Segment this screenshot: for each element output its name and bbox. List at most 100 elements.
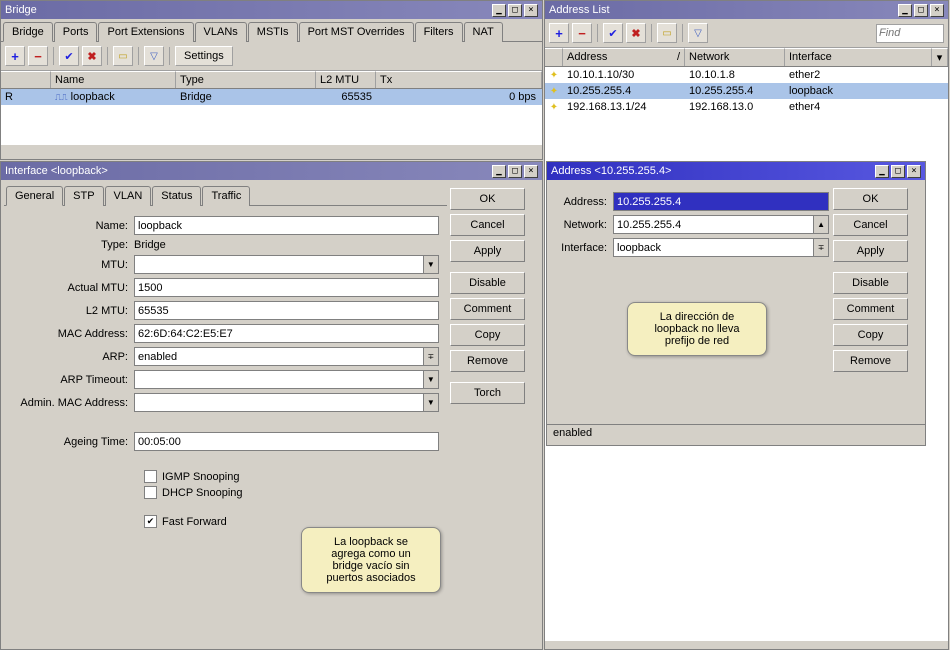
ok-button[interactable]: OK xyxy=(450,188,525,210)
separator xyxy=(138,47,139,65)
name-field[interactable] xyxy=(134,216,439,235)
comment-button[interactable]: ▭ xyxy=(657,23,677,43)
col-tx[interactable]: Tx xyxy=(376,71,542,88)
disable-button[interactable]: ✖ xyxy=(626,23,646,43)
remove-button[interactable]: Remove xyxy=(833,350,908,372)
table-row[interactable]: ✦ 10.10.1.10/30 10.10.1.8 ether2 xyxy=(545,67,948,83)
tab-ports[interactable]: Ports xyxy=(54,22,98,42)
chevron-down-icon[interactable]: ∓ xyxy=(424,347,439,366)
minimize-icon[interactable]: ▁ xyxy=(875,165,889,178)
amtu-field[interactable] xyxy=(134,278,439,297)
disable-button[interactable]: ✖ xyxy=(82,46,102,66)
table-row[interactable]: R ⎍⎍ loopback Bridge 65535 0 bps xyxy=(1,89,542,105)
check-icon: ✔ xyxy=(608,27,617,40)
col-address[interactable]: Address/ xyxy=(563,48,685,66)
col-type[interactable]: Type xyxy=(176,71,316,88)
close-icon[interactable]: × xyxy=(907,165,921,178)
tab-mstis[interactable]: MSTIs xyxy=(248,22,298,42)
minimize-icon[interactable]: ▁ xyxy=(492,4,506,17)
close-icon[interactable]: × xyxy=(524,165,538,178)
copy-button[interactable]: Copy xyxy=(450,324,525,346)
enable-button[interactable]: ✔ xyxy=(59,46,79,66)
cancel-button[interactable]: Cancel xyxy=(833,214,908,236)
comment-button[interactable]: Comment xyxy=(833,298,908,320)
maximize-icon[interactable]: □ xyxy=(508,4,522,17)
close-icon[interactable]: × xyxy=(524,4,538,17)
age-field[interactable] xyxy=(134,432,439,451)
apply-button[interactable]: Apply xyxy=(833,240,908,262)
iface-tooltip: La loopback se agrega como un bridge vac… xyxy=(301,527,441,593)
mac-field[interactable] xyxy=(134,324,439,343)
comment-button[interactable]: ▭ xyxy=(113,46,133,66)
tab-general[interactable]: General xyxy=(6,186,63,206)
close-icon[interactable]: × xyxy=(930,4,944,17)
arpt-field[interactable] xyxy=(134,370,424,389)
table-row[interactable]: ✦ 192.168.13.1/24 192.168.13.0 ether4 xyxy=(545,99,948,115)
tab-vlan[interactable]: VLAN xyxy=(105,186,152,206)
tab-traffic[interactable]: Traffic xyxy=(202,186,250,206)
ff-label: Fast Forward xyxy=(162,516,227,528)
iface-title: Interface <loopback> xyxy=(5,165,490,177)
maximize-icon[interactable]: □ xyxy=(914,4,928,17)
igmp-checkbox-row[interactable]: IGMP Snooping xyxy=(144,470,439,483)
arp-field[interactable] xyxy=(134,347,424,366)
remove-button[interactable]: Remove xyxy=(450,350,525,372)
disable-button[interactable]: Disable xyxy=(833,272,908,294)
chevron-down-icon[interactable]: ▼ xyxy=(424,393,439,412)
tab-pmsto[interactable]: Port MST Overrides xyxy=(299,22,414,42)
tab-nat[interactable]: NAT xyxy=(464,22,503,42)
col-flags[interactable] xyxy=(1,71,51,88)
addrlist-toolbar: + − ✔ ✖ ▭ ▽ xyxy=(545,19,948,48)
chevron-down-icon[interactable]: ▼ xyxy=(424,255,439,274)
net-field[interactable] xyxy=(613,215,814,234)
find-input[interactable] xyxy=(876,24,944,43)
tab-status[interactable]: Status xyxy=(152,186,201,206)
maximize-icon[interactable]: □ xyxy=(508,165,522,178)
tab-filters[interactable]: Filters xyxy=(415,22,463,42)
cancel-button[interactable]: Cancel xyxy=(450,214,525,236)
remove-button[interactable]: − xyxy=(28,46,48,66)
settings-button[interactable]: Settings xyxy=(175,46,233,66)
addr-tooltip: La dirección de loopback no lleva prefij… xyxy=(627,302,767,356)
comment-button[interactable]: Comment xyxy=(450,298,525,320)
apply-button[interactable]: Apply xyxy=(450,240,525,262)
maximize-icon[interactable]: □ xyxy=(891,165,905,178)
addr-buttons: OK Cancel Apply Disable Comment Copy Rem… xyxy=(833,180,925,424)
amac-field[interactable] xyxy=(134,393,424,412)
checkbox-icon xyxy=(144,470,157,483)
ok-button[interactable]: OK xyxy=(833,188,908,210)
tab-bridge[interactable]: Bridge xyxy=(3,22,53,42)
table-row[interactable]: ✦ 10.255.255.4 10.255.255.4 loopback xyxy=(545,83,948,99)
tab-stp[interactable]: STP xyxy=(64,186,103,206)
col-network[interactable]: Network xyxy=(685,48,785,66)
mtu-field[interactable] xyxy=(134,255,424,274)
col-flag[interactable] xyxy=(545,48,563,66)
tab-vlans[interactable]: VLANs xyxy=(195,22,247,42)
col-l2mtu[interactable]: L2 MTU xyxy=(316,71,376,88)
col-name[interactable]: Name xyxy=(51,71,176,88)
col-more[interactable]: ▾ xyxy=(932,48,948,66)
enable-button[interactable]: ✔ xyxy=(603,23,623,43)
add-button[interactable]: + xyxy=(5,46,25,66)
filter-button[interactable]: ▽ xyxy=(688,23,708,43)
minimize-icon[interactable]: ▁ xyxy=(898,4,912,17)
remove-button[interactable]: − xyxy=(572,23,592,43)
addr-field[interactable] xyxy=(613,192,829,211)
filter-button[interactable]: ▽ xyxy=(144,46,164,66)
dhcp-checkbox-row[interactable]: DHCP Snooping xyxy=(144,486,439,499)
col-interface[interactable]: Interface xyxy=(785,48,932,66)
bridge-list: R ⎍⎍ loopback Bridge 65535 0 bps xyxy=(1,89,542,145)
ifc-field[interactable] xyxy=(613,238,814,257)
chevron-down-icon[interactable]: ∓ xyxy=(814,238,829,257)
chevron-down-icon[interactable]: ▼ xyxy=(424,370,439,389)
tab-portext[interactable]: Port Extensions xyxy=(98,22,193,42)
torch-button[interactable]: Torch xyxy=(450,382,525,404)
chevron-up-icon[interactable]: ▲ xyxy=(814,215,829,234)
l2mtu-field[interactable] xyxy=(134,301,439,320)
addr-statusbar: enabled xyxy=(547,424,925,444)
minimize-icon[interactable]: ▁ xyxy=(492,165,506,178)
dhcp-label: DHCP Snooping xyxy=(162,487,243,499)
disable-button[interactable]: Disable xyxy=(450,272,525,294)
copy-button[interactable]: Copy xyxy=(833,324,908,346)
add-button[interactable]: + xyxy=(549,23,569,43)
